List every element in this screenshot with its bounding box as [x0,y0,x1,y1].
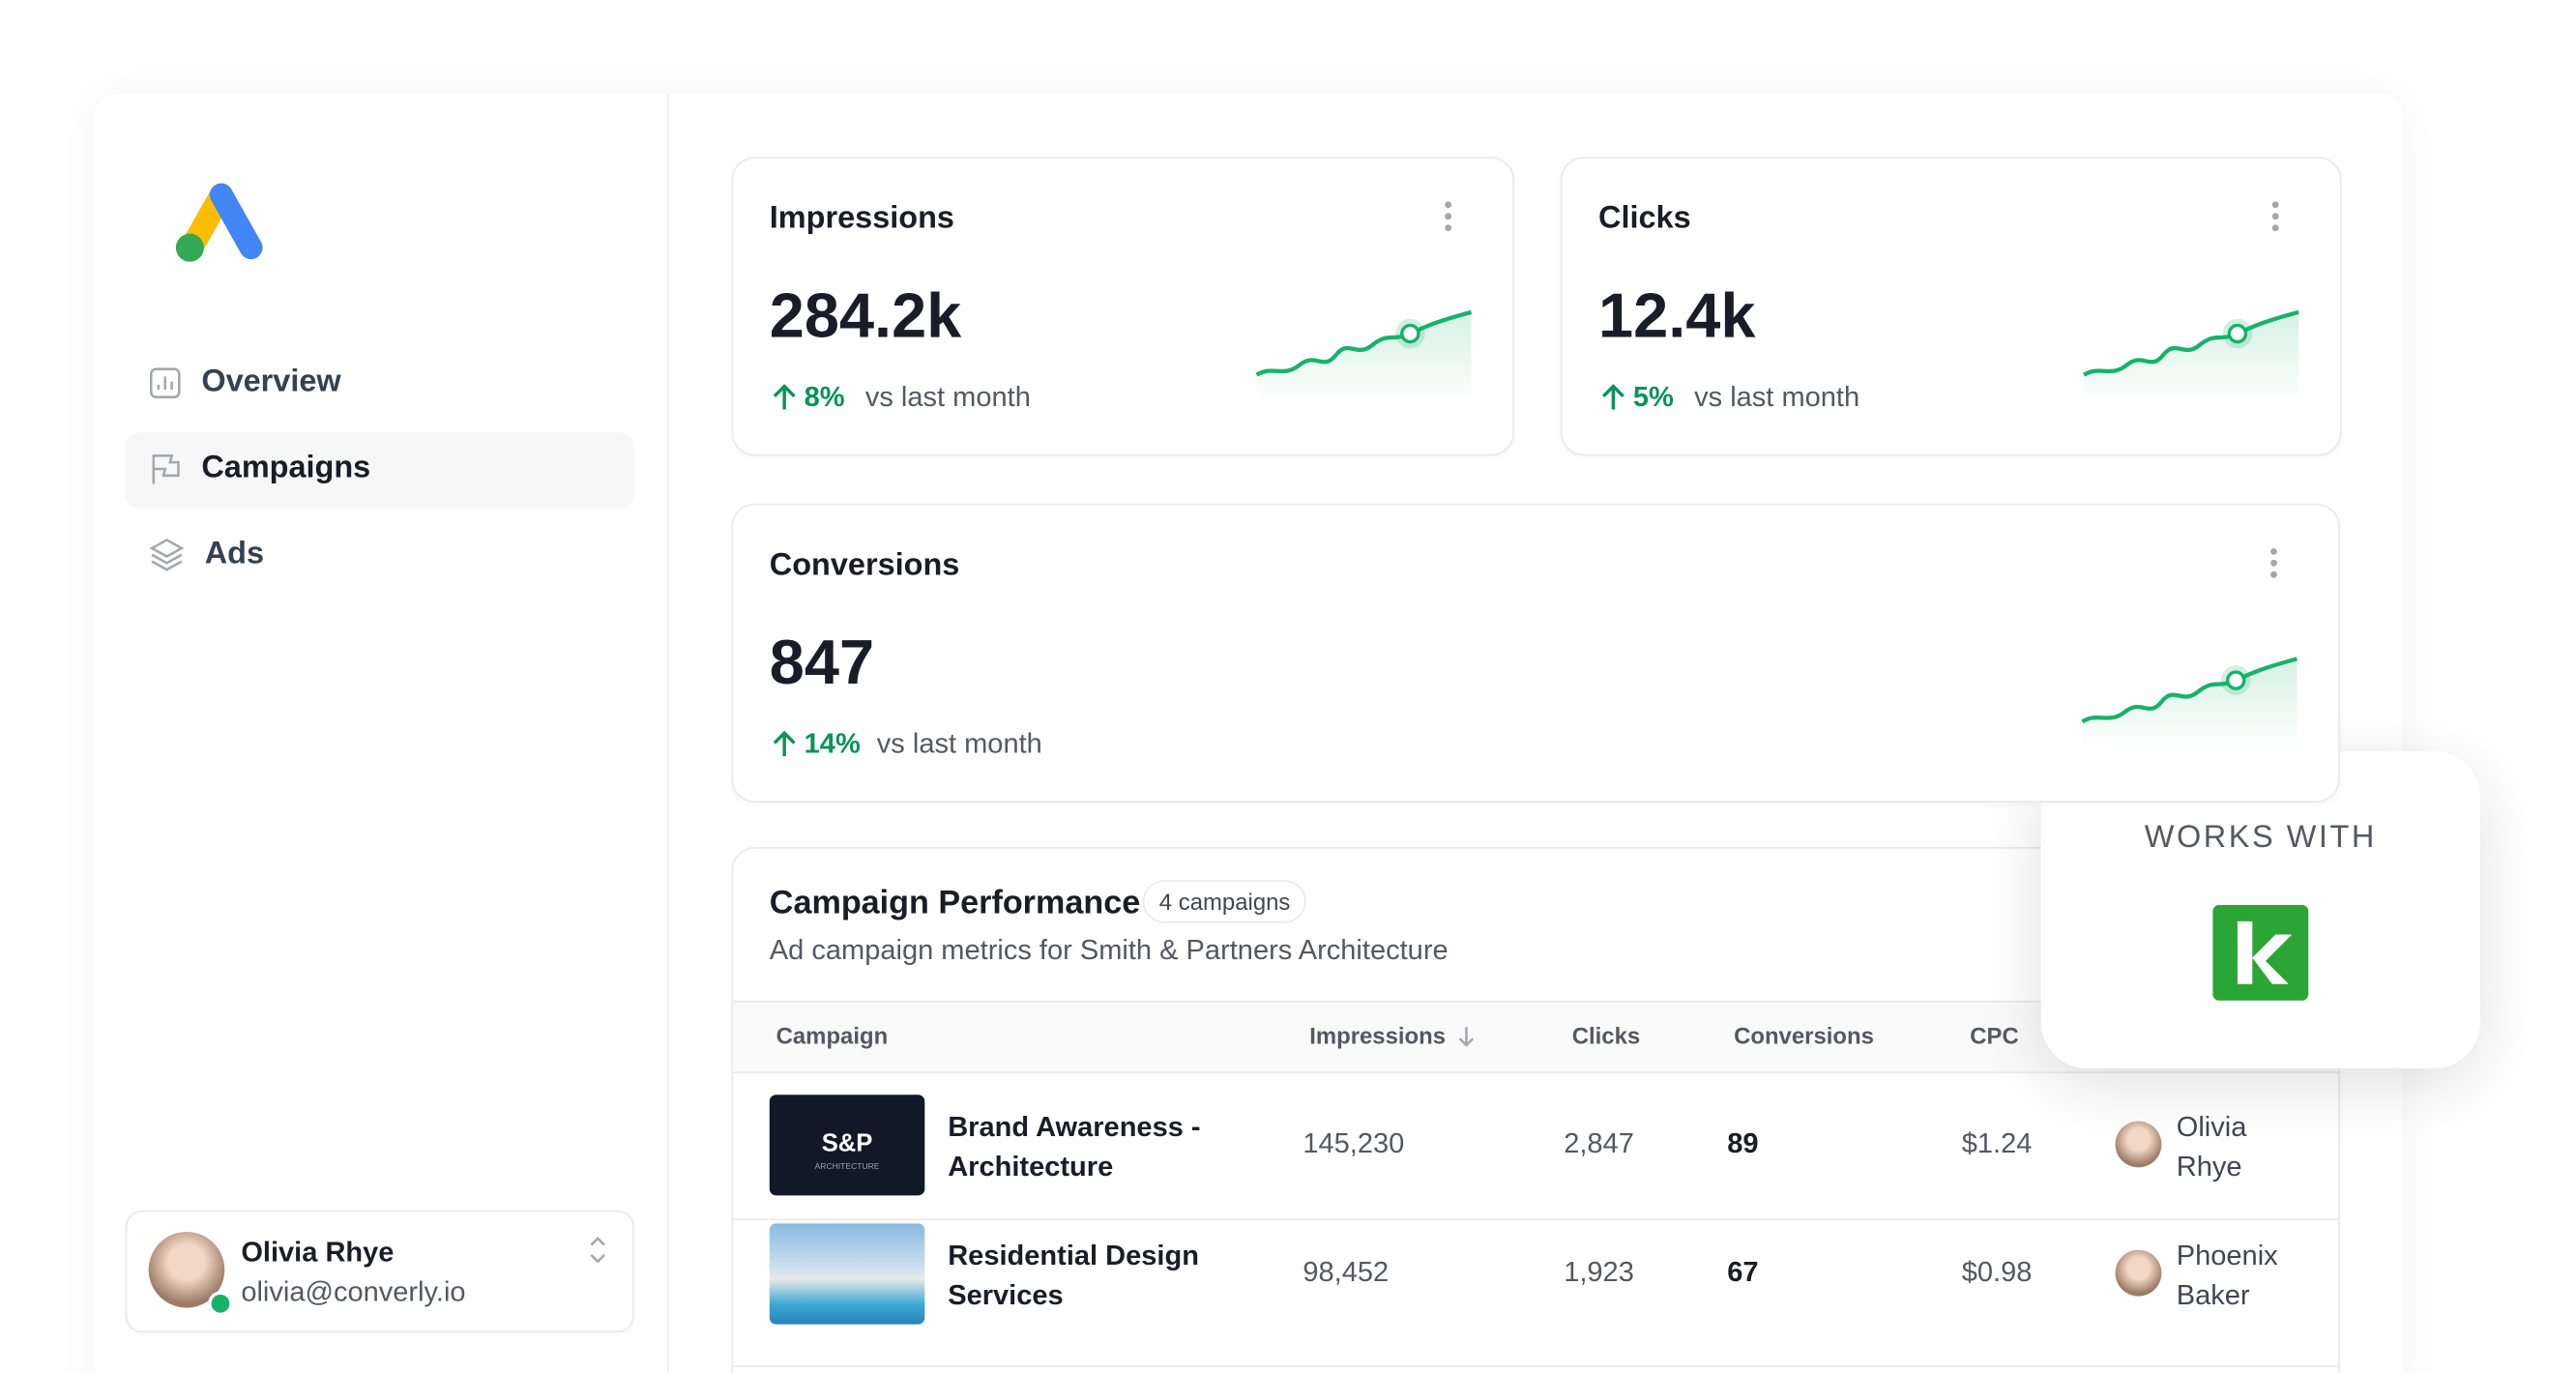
cell: 1,923 [1564,1256,1634,1289]
metric-card [731,157,1514,456]
partner-logo [2212,904,2309,1001]
sparkline [1253,308,1478,416]
nav-item[interactable]: Campaigns [149,451,371,487]
row-divider [733,1365,2339,1367]
column-header: Campaign [776,1022,889,1049]
thumbnail [769,1223,925,1325]
popup: WORKS WITH [2040,751,2480,1068]
metric-card [731,503,2340,803]
campaign-name: Residential Design Services [948,1240,1199,1311]
nav-item[interactable]: Overview [149,365,341,401]
column-header: Impressions [1309,1022,1447,1049]
thumbnail [769,1095,925,1196]
metric-label: Clicks [1598,201,1691,237]
nav-item[interactable]: Ads [149,537,264,573]
user-email: olivia@converly.io [241,1276,466,1308]
metric-label: Conversions [769,547,960,583]
badge: 4 campaigns [1142,880,1307,923]
thumb-sub: ARCHITECTURE [814,1162,880,1173]
table-subtitle: Ad campaign metrics for Smith & Partners… [769,934,1449,967]
up-arrow [771,728,797,766]
metric-note: vs last month [876,728,1042,760]
owner-avatar [2115,1249,2162,1297]
column-header: CPC [1970,1022,2019,1049]
user-name: Olivia Rhye [241,1237,395,1269]
metric-change: 8% [804,381,845,413]
metric-note: vs last month [864,381,1031,413]
menu-dots [2269,546,2278,588]
cell: $0.98 [1961,1256,2033,1289]
sidebar [94,94,669,1373]
metric-change: 14% [804,728,861,760]
cell: 67 [1727,1256,1759,1289]
nav-label: Campaigns [201,451,371,486]
campaign-name: Brand Awareness - Architecture [948,1111,1201,1182]
cell: $1.24 [1961,1127,2033,1159]
up-arrow [1600,381,1626,419]
metric-change: 5% [1632,381,1674,413]
cell: 89 [1727,1127,1759,1159]
row-divider [733,1218,2339,1220]
logo [175,183,263,262]
sort-arrow [1456,1025,1476,1056]
chevron [590,1236,605,1264]
owner-name: Olivia Rhye [2176,1111,2247,1182]
metric-value: 847 [769,628,875,699]
cell: 98,452 [1303,1256,1390,1289]
sparkline [2079,656,2303,763]
menu-dots [2270,200,2280,242]
owner-name: Phoenix Baker [2176,1240,2278,1311]
column-header: Clicks [1571,1022,1641,1049]
cell: 2,847 [1564,1127,1634,1159]
popup-title: WORKS WITH [2144,820,2377,856]
cell: 145,230 [1303,1127,1405,1159]
metric-label: Impressions [769,201,954,237]
owner-avatar [2115,1121,2162,1168]
table-title: Campaign Performance [769,885,1141,921]
nav-active-bg [125,432,634,509]
metric-value: 12.4k [1598,282,1756,352]
metric-card [1560,157,2342,456]
nav-label: Overview [201,365,341,400]
column-header: Conversions [1734,1022,1874,1049]
menu-dots [1444,200,1453,242]
user-card[interactable]: Olivia Rhye olivia@converly.io [125,1210,634,1333]
up-arrow [771,381,797,419]
metric-value: 284.2k [769,282,962,352]
metric-note: vs last month [1694,381,1860,413]
status-dot [208,1291,233,1317]
sparkline [2081,308,2305,416]
nav-label: Ads [204,537,265,571]
thumb-text: S&P [821,1129,873,1158]
